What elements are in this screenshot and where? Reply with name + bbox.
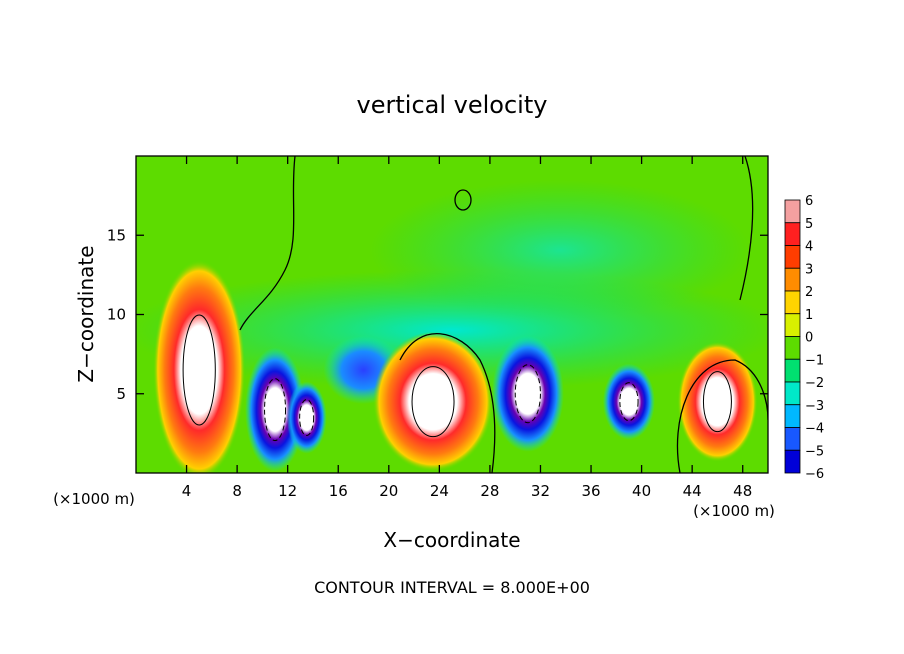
downdraft-cell [245, 347, 306, 472]
x-tick-label: 32 [531, 482, 550, 500]
contour-line [454, 189, 472, 211]
colorbar: 6 5 4 3 2 1 0 −1 −2 −3 −4 −5 −6 [784, 194, 824, 482]
colorbar-swatch [784, 449, 801, 474]
y-tick-label: 15 [107, 226, 126, 244]
colorbar-swatch [784, 267, 801, 292]
field-cells [153, 260, 758, 473]
colorbar-tick-label: 4 [805, 240, 813, 255]
y-tick-label: 10 [107, 306, 126, 324]
contour-interval-note: CONTOUR INTERVAL = 8.000E+00 [314, 578, 590, 597]
field-band-teal-upper [370, 180, 750, 320]
contour-line [399, 333, 496, 473]
colorbar-tick-label: 3 [805, 262, 813, 277]
x-unit-label-right: (×1000 m) [693, 502, 775, 520]
contour-line [702, 371, 732, 433]
colorbar-swatch [784, 290, 801, 315]
x-tick-label: 12 [278, 482, 297, 500]
x-tick-label: 28 [480, 482, 499, 500]
contour-line [264, 378, 287, 442]
x-tick-label: 44 [683, 482, 702, 500]
contour-line [676, 359, 768, 473]
x-tick-label: 48 [733, 482, 752, 500]
downdraft-cell [602, 363, 655, 440]
colorbar-swatch [784, 313, 801, 337]
contour-line [182, 314, 216, 426]
x-tick-label: 24 [430, 482, 449, 500]
colorbar-swatch [784, 336, 801, 360]
colorbar-swatch [784, 358, 801, 383]
x-axis-title: X−coordinate [383, 528, 520, 552]
updraft-cell [373, 331, 494, 472]
y-tick-label: 5 [116, 385, 126, 403]
contour-line [739, 156, 754, 301]
downdraft-cell [491, 335, 564, 452]
x-tick-label: 4 [182, 482, 192, 500]
colorbar-tick-label: 0 [805, 331, 813, 346]
x-tick-label: 20 [379, 482, 398, 500]
colorbar-swatch [784, 404, 801, 428]
colorbar-tick-label: 5 [805, 217, 813, 232]
colorbar-tick-label: 2 [805, 285, 813, 300]
x-tick-label: 36 [581, 482, 600, 500]
colorbar-swatch [784, 427, 801, 451]
colorbar-tick-label: 6 [805, 194, 813, 209]
x-tick-label: 16 [329, 482, 348, 500]
colorbar-tick-label: −3 [805, 399, 824, 414]
plot-area [136, 156, 768, 473]
colorbar-tick-label: −2 [805, 376, 824, 391]
colorbar-swatch [784, 245, 801, 269]
colorbar-tick-label: −1 [805, 353, 824, 368]
x-tick-label: 8 [232, 482, 242, 500]
x-tick-label: 40 [632, 482, 651, 500]
contour-line [239, 156, 296, 331]
contour-line [619, 382, 639, 422]
colorbar-tick-label: 1 [805, 308, 813, 323]
contour-line [514, 364, 541, 424]
contour-line [299, 399, 315, 437]
colorbar-swatch [784, 199, 801, 224]
y-axis-title: Z−coordinate [74, 245, 98, 382]
updraft-cell [153, 260, 246, 473]
contour-line [411, 366, 455, 438]
x-unit-label-left: (×1000 m) [53, 490, 135, 508]
colorbar-tick-label: −4 [805, 422, 824, 437]
colorbar-tick-label: −5 [805, 444, 824, 459]
downdraft-cell [286, 381, 327, 454]
updraft-cell [677, 341, 758, 462]
chart-title: vertical velocity [357, 91, 548, 119]
colorbar-swatch [784, 222, 801, 246]
x-axis: 4 8 12 16 20 24 28 32 36 40 44 48 [182, 156, 752, 500]
y-axis: 5 10 15 [107, 226, 768, 403]
colorbar-swatch [784, 381, 801, 406]
colorbar-tick-label: −6 [805, 467, 824, 482]
